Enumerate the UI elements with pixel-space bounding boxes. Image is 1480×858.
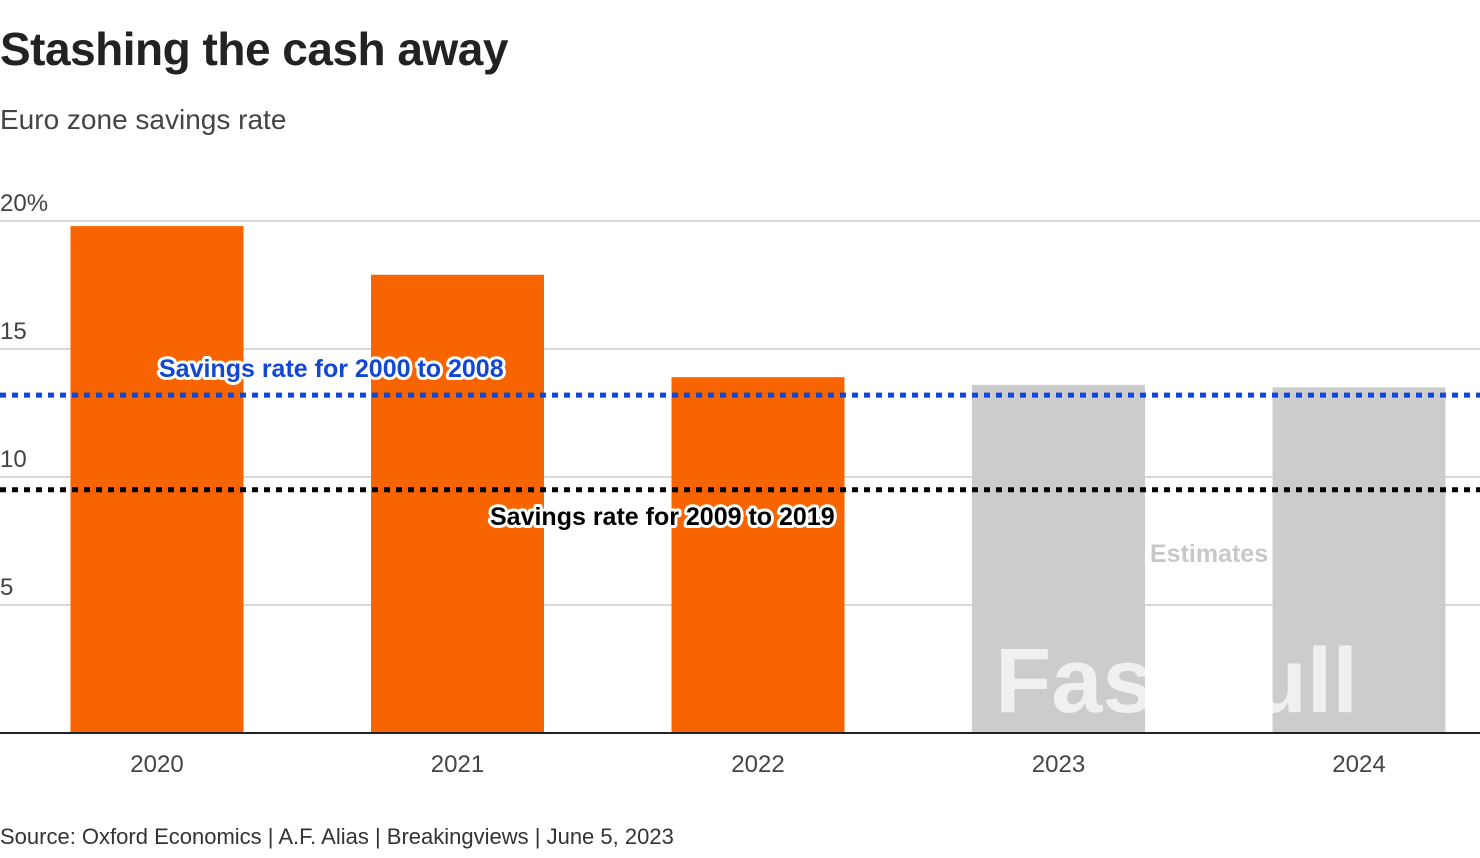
x-tick-label: 2024 xyxy=(1332,751,1385,778)
bar-2022 xyxy=(671,377,845,733)
x-tick-label: 2022 xyxy=(731,751,784,778)
bar-2021 xyxy=(371,274,544,733)
bar-2020 xyxy=(70,226,244,733)
reference-label: Savings rate for 2009 to 2019 xyxy=(490,503,835,531)
x-tick-label: 2021 xyxy=(431,751,484,778)
reference-label: Savings rate for 2000 to 2008 xyxy=(159,355,504,383)
y-tick-label: 10 xyxy=(0,446,27,473)
bar-2023 xyxy=(972,384,1145,733)
y-tick-label: 5 xyxy=(0,574,13,601)
source-note: Source: Oxford Economics | A.F. Alias | … xyxy=(0,824,674,849)
chart-subtitle: Euro zone savings rate xyxy=(0,104,287,135)
chart-title: Stashing the cash away xyxy=(0,23,508,75)
bar-2024 xyxy=(1272,387,1446,733)
x-tick-label: 2023 xyxy=(1032,751,1085,778)
estimates-label: Estimates xyxy=(1150,540,1268,568)
y-tick-label: 20% xyxy=(0,190,48,217)
x-tick-label: 2020 xyxy=(130,751,183,778)
y-tick-label: 15 xyxy=(0,318,27,345)
watermark-logo: FastBull xyxy=(995,630,1358,732)
